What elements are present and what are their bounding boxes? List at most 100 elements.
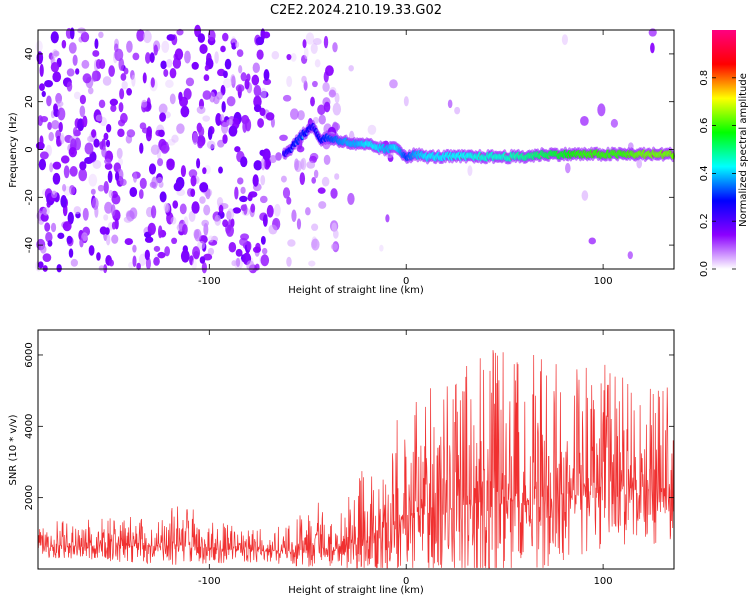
heatmap-cell	[239, 195, 248, 203]
heatmap-cell	[66, 81, 73, 92]
heatmap-cell	[253, 160, 263, 171]
spectrogram-heatmap	[35, 24, 676, 274]
heatmap-cell	[379, 244, 384, 252]
heatmap-cell	[52, 161, 62, 170]
heatmap-cell	[202, 167, 207, 175]
heatmap-cell	[271, 51, 280, 60]
x-tick-label: 100	[594, 276, 613, 287]
heatmap-cell	[180, 165, 187, 178]
heatmap-cell	[123, 216, 133, 223]
heatmap-cell	[174, 48, 184, 61]
colorbar-tick-label: 0.8	[699, 70, 710, 86]
heatmap-cell	[139, 122, 147, 130]
heatmap-cell	[253, 85, 262, 97]
heatmap-cell	[188, 169, 198, 178]
heatmap-cell	[282, 187, 291, 199]
heatmap-cell	[123, 67, 129, 75]
heatmap-cell	[128, 261, 134, 269]
heatmap-cell	[49, 162, 54, 173]
heatmap-cell	[173, 182, 183, 192]
heatmap-cell	[561, 34, 568, 46]
heatmap-cell	[332, 229, 339, 239]
heatmap-cell	[171, 237, 178, 245]
heatmap-cell	[95, 58, 102, 69]
heatmap-cell	[184, 50, 191, 64]
heatmap-cell	[191, 201, 200, 214]
heatmap-cell	[311, 238, 320, 251]
heatmap-cell	[169, 67, 177, 79]
heatmap-cell	[70, 258, 78, 267]
heatmap-cell	[157, 158, 164, 167]
heatmap-cell	[305, 207, 311, 216]
heatmap-cell	[305, 32, 315, 45]
heatmap-cell	[262, 148, 271, 161]
heatmap-cell	[142, 72, 147, 84]
heatmap-cell	[150, 144, 160, 155]
heatmap-cell	[132, 244, 137, 253]
heatmap-cell	[588, 237, 596, 245]
heatmap-cell	[231, 260, 237, 267]
heatmap-cell	[287, 239, 296, 247]
colorbar-tick-label: 0.0	[699, 261, 710, 277]
heatmap-cell	[111, 221, 116, 230]
heatmap-cell	[75, 68, 80, 75]
heatmap-cell	[149, 52, 155, 63]
heatmap-cell	[310, 42, 318, 55]
heatmap-cell	[105, 234, 111, 246]
heatmap-cell	[160, 60, 167, 70]
heatmap-cell	[193, 250, 200, 260]
heatmap-cell	[220, 45, 226, 53]
heatmap-cell	[41, 90, 46, 98]
heatmap-cell	[51, 119, 60, 130]
heatmap-cell	[268, 224, 278, 235]
heatmap-cell	[35, 40, 43, 53]
heatmap-cell	[126, 129, 136, 138]
heatmap-cell	[40, 245, 47, 254]
heatmap-cell	[323, 101, 331, 113]
heatmap-cell	[163, 202, 171, 213]
heatmap-cell	[159, 112, 166, 122]
heatmap-cell	[129, 207, 138, 220]
heatmap-cell	[253, 104, 262, 113]
heatmap-cell	[447, 99, 453, 109]
heatmap-cell	[308, 260, 316, 267]
heatmap-cell	[60, 132, 65, 145]
heatmap-cell	[38, 83, 45, 92]
snr-plot-area	[38, 330, 674, 569]
y-tick-label: 40	[24, 48, 35, 61]
heatmap-cell	[156, 176, 163, 185]
heatmap-cell	[116, 147, 123, 159]
heatmap-cell	[317, 187, 326, 194]
heatmap-cell	[252, 246, 262, 253]
heatmap-cell	[163, 68, 169, 77]
heatmap-cell	[227, 208, 235, 220]
heatmap-cell	[126, 40, 133, 53]
heatmap-cell	[42, 253, 52, 263]
heatmap-cell	[251, 74, 260, 86]
heatmap-cell	[118, 102, 124, 113]
heatmap-cell	[259, 195, 268, 204]
heatmap-cell	[144, 236, 154, 243]
heatmap-cell	[44, 79, 54, 88]
heatmap-cell	[57, 107, 66, 121]
heatmap-cell	[89, 151, 97, 163]
heatmap-cell	[56, 100, 64, 107]
heatmap-cell	[237, 177, 244, 185]
heatmap-cell	[62, 221, 72, 232]
heatmap-cell	[188, 210, 196, 223]
heatmap-cell	[263, 158, 271, 170]
heatmap-cell	[252, 62, 260, 74]
heatmap-cell	[131, 74, 136, 87]
heatmap-cell	[217, 139, 225, 148]
heatmap-cell	[323, 154, 331, 165]
heatmap-cell	[47, 240, 53, 247]
heatmap-cell	[231, 36, 236, 45]
heatmap-cell	[158, 103, 168, 115]
heatmap-cell	[121, 80, 128, 90]
heatmap-cell	[236, 49, 244, 58]
snr-x-ticks: -100 0 100	[198, 330, 613, 587]
heatmap-cell	[286, 196, 292, 205]
heatmap-cell	[80, 31, 90, 43]
snr-y-axis-label: SNR (10 * v/v)	[8, 414, 19, 485]
heatmap-cell	[82, 207, 89, 221]
